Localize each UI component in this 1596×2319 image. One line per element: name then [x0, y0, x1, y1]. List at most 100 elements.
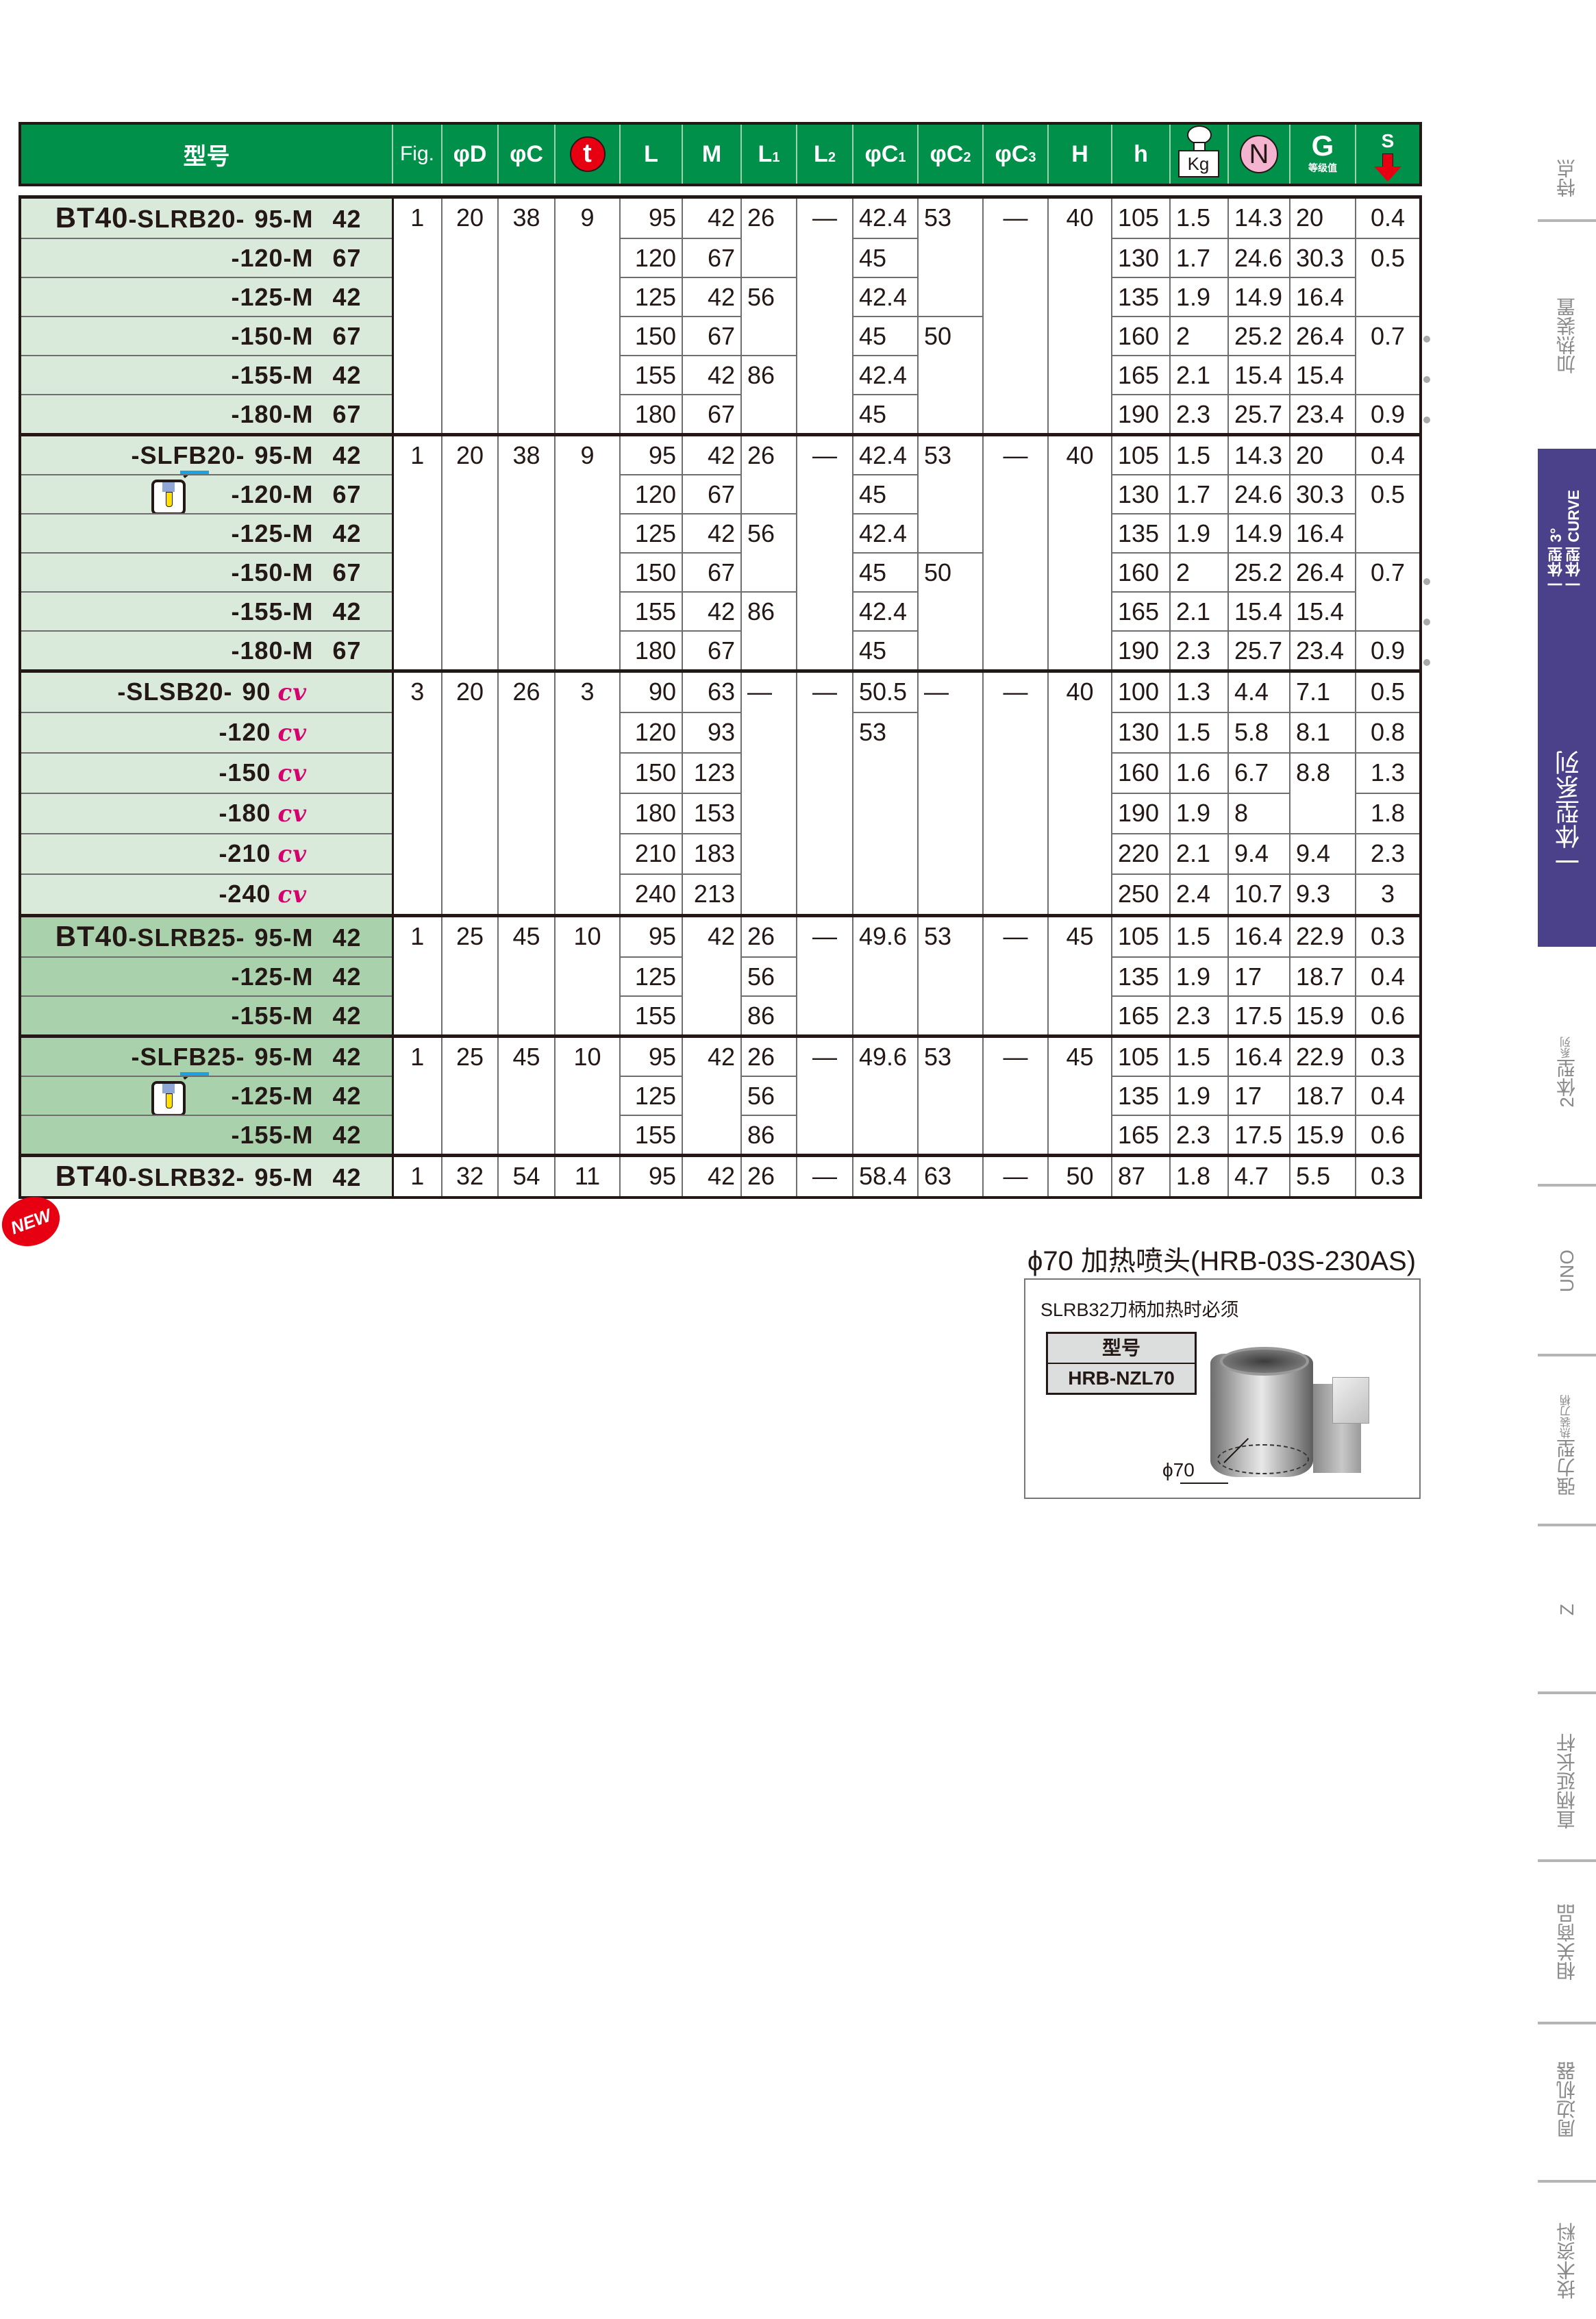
sidebar-item-heater[interactable]: 加热装置 — [1538, 288, 1596, 384]
cell-m: 67 — [682, 394, 742, 436]
cell-m: 63 — [682, 669, 742, 713]
divider — [1538, 1354, 1596, 1356]
model-code: 42 — [332, 519, 362, 547]
header-l2-sub: 2 — [827, 149, 836, 165]
cell-kg: 2 — [1169, 316, 1229, 356]
cell-t: 10 — [554, 1034, 621, 1156]
model-series: -SLFB25- — [131, 1043, 245, 1071]
sidebar-label: 直柄延长杆 — [1556, 1733, 1578, 1829]
cell-g: 26.4 — [1289, 316, 1356, 356]
sidebar-item-related[interactable]: 相关商品 — [1538, 1884, 1596, 2000]
cell-n: 17.5 — [1227, 995, 1290, 1037]
cell-kg: 1.5 — [1169, 914, 1229, 958]
header-g-label: G — [1311, 129, 1334, 162]
cell-t: 9 — [554, 433, 621, 672]
cell-fig: 3 — [392, 669, 442, 917]
cell-c1: 42.4 — [852, 591, 919, 632]
sidebar-item-peripherals[interactable]: 周边机器 — [1538, 2042, 1596, 2158]
model-code: 42 — [332, 205, 362, 233]
sidebar-item-z[interactable]: Z — [1538, 1569, 1596, 1651]
cell-s: 0.4 — [1355, 956, 1421, 997]
cell-c3: — — [982, 1034, 1049, 1156]
header-l2: L2 — [796, 123, 853, 185]
model-code: 67 — [332, 400, 362, 428]
cell-n: 15.4 — [1227, 591, 1290, 632]
header-s: S — [1355, 123, 1421, 185]
cell-kg: 1.7 — [1169, 238, 1229, 278]
cell-l1: 86 — [740, 1115, 797, 1156]
sidebar-item-uno[interactable]: UNO — [1538, 1226, 1596, 1315]
sidebar-sublabels: 一体型 3° 一体型 CURVE — [1547, 490, 1583, 592]
model-code: 67 — [332, 244, 362, 272]
model-cell: -180-M 67 — [19, 630, 394, 672]
cell-l: 180 — [619, 793, 683, 834]
model-code: 42 — [332, 1002, 362, 1030]
cell-l: 150 — [619, 752, 683, 794]
model-size: -155-M — [231, 361, 314, 389]
sidebar-item-one-piece[interactable]: 一体型 3° 一体型 CURVE 一体型系列 — [1538, 449, 1596, 947]
cell-s: 0.3 — [1355, 914, 1421, 958]
header-c3-sub: 3 — [1028, 149, 1036, 165]
cell-d: 20 — [441, 433, 499, 672]
model-size: -120 — [219, 718, 271, 746]
sidebar-sublabel-3deg: 一体型 3° — [1547, 528, 1564, 592]
cell-l: 95 — [619, 914, 683, 958]
cell-l: 125 — [619, 1076, 683, 1116]
header-c: φC — [497, 123, 555, 185]
cell-c3: — — [982, 195, 1049, 436]
cell-s: 0.6 — [1355, 995, 1421, 1037]
arrow-down-icon — [1374, 153, 1401, 182]
model-cell: -SLSB20- 90 cv — [19, 669, 394, 713]
cell-c1: 45 — [852, 630, 919, 672]
cell-s: 0.3 — [1355, 1034, 1421, 1077]
model-cell: -125-M 42 — [19, 513, 394, 554]
cell-kg: 1.9 — [1169, 277, 1229, 317]
cell-c1: 45 — [852, 474, 919, 514]
cell-n: 14.3 — [1227, 195, 1290, 239]
model-size: 95-M — [254, 441, 314, 469]
sidebar-label: 强力型热装刀柄 — [1554, 1395, 1581, 1496]
cell-n: 24.6 — [1227, 474, 1290, 514]
cell-kg: 2.1 — [1169, 833, 1229, 875]
model-suffix: cv — [277, 760, 307, 787]
cell-n: 25.7 — [1227, 630, 1290, 672]
cell-l: 120 — [619, 238, 683, 278]
sidebar-label: 加热装置 — [1556, 297, 1578, 374]
cell-c2: 50 — [917, 552, 984, 672]
cell-h: 160 — [1111, 552, 1171, 593]
sidebar-label: UNO — [1556, 1249, 1578, 1293]
cell-l: 90 — [619, 669, 683, 713]
cell-g: 8.1 — [1289, 712, 1356, 754]
cell-c3: — — [982, 1154, 1049, 1198]
cell-m: 67 — [682, 630, 742, 672]
cell-c1: 45 — [852, 394, 919, 436]
cell-n: 17 — [1227, 956, 1290, 997]
header-c3-label: φC — [995, 140, 1029, 167]
cell-c1: 50.5 — [852, 669, 919, 713]
cell-l: 120 — [619, 474, 683, 514]
divider — [1538, 1859, 1596, 1862]
sidebar-item-extension[interactable]: 直柄延长杆 — [1538, 1713, 1596, 1850]
cell-g: 15.4 — [1289, 591, 1356, 632]
model-code: 42 — [332, 361, 362, 389]
sidebar-item-two-piece[interactable]: 2体型系列 — [1538, 1014, 1596, 1130]
cell-m: 42 — [682, 1034, 742, 1156]
model-cell: -150-M 67 — [19, 552, 394, 593]
sidebar-item-features[interactable]: 特点 — [1538, 137, 1596, 219]
cell-l: 95 — [619, 1034, 683, 1077]
cell-c2: 53 — [917, 433, 984, 554]
model-size: -125-M — [231, 1082, 314, 1110]
cell-h: 135 — [1111, 513, 1171, 554]
cell-fig: 1 — [392, 914, 442, 1037]
sidebar-item-power[interactable]: 强力型热装刀柄 — [1538, 1377, 1596, 1514]
cell-n: 6.7 — [1227, 752, 1290, 794]
table-row: -150-M 67 150 67 45 50 160 2 25.2 26.4 0.7 — [19, 552, 1421, 672]
cell-g: 30.3 — [1289, 238, 1356, 278]
table-row: BT40-SLRB25- 95-M 42 1 25 45 10 95 42 26—49.6 53—4… — [19, 914, 1421, 1037]
cell-kg: 1.6 — [1169, 752, 1229, 794]
cell-kg: 2.1 — [1169, 591, 1229, 632]
header-m: M — [682, 123, 741, 185]
model-cell: -150 cv — [19, 752, 394, 794]
sidebar-item-technical[interactable]: 技术资料 — [1538, 2203, 1596, 2319]
bullet-dot — [1423, 376, 1430, 383]
